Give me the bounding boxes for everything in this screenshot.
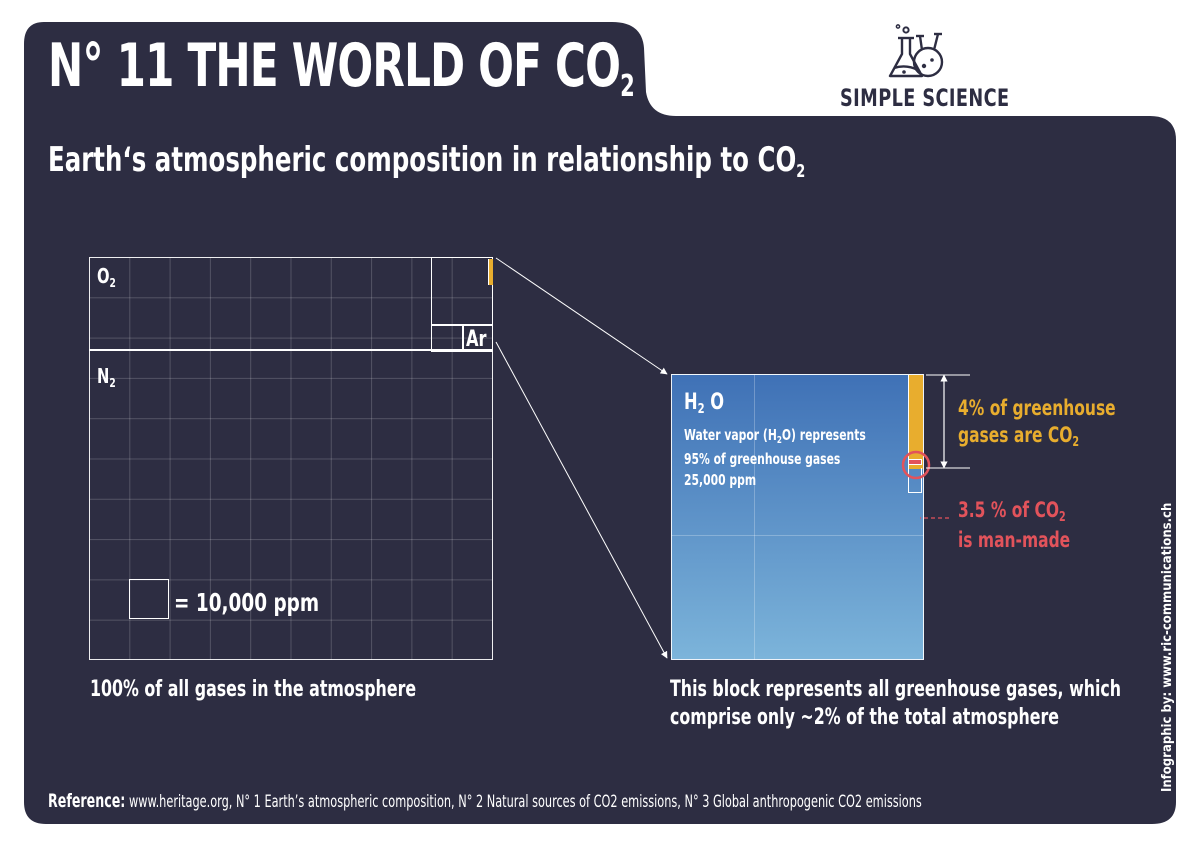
h2o-description-line2: 95% of greenhouse gases (684, 449, 841, 468)
small-co2-strip (488, 259, 493, 285)
legend-square (129, 579, 169, 619)
greenhouse-caption: This block represents all greenhouse gas… (670, 676, 1121, 731)
manmade-annotation-line1: 3.5 % of CO2 (958, 498, 1066, 525)
h2o-label: H2 O (684, 390, 725, 417)
subtitle: Earth‘s atmospheric composition in relat… (48, 140, 806, 182)
atmosphere-block (89, 257, 493, 660)
legend-text: = 10,000 ppm (174, 588, 320, 617)
h2o-description-line1: Water vapor (H2O) represents (684, 426, 866, 446)
o2-label: O2 (97, 264, 116, 290)
h2o-description-line3: 25,000 ppm (684, 471, 757, 490)
manmade-bar (908, 459, 922, 465)
logo-text: SIMPLE SCIENCE (840, 84, 1010, 112)
argon-separator (462, 324, 464, 352)
greenhouse-block (671, 374, 924, 660)
reference: Reference: www.heritage.org, N° 1 Earth’… (48, 790, 922, 812)
reference-text: www.heritage.org, N° 1 Earth’s atmospher… (128, 792, 922, 812)
greenhouse-caption-line2: comprise only ~2% of the total atmospher… (670, 704, 1060, 730)
co2-annotation-line2: gases are CO2 (958, 423, 1080, 451)
co2-bar (908, 375, 923, 469)
o2-n2-divider (89, 349, 493, 351)
co2-bar-lower (908, 468, 922, 493)
credit-text: Infographic by: www.ric-communications.c… (1160, 502, 1175, 792)
h2o-description: Water vapor (H2O) represents 95% of gree… (684, 425, 866, 492)
greenhouse-caption-line1: This block represents all greenhouse gas… (670, 677, 1122, 702)
manmade-annotation: 3.5 % of CO2 is man-made (958, 497, 1070, 554)
co2-dimension-line (920, 374, 970, 519)
atmosphere-caption: 100% of all gases in the atmosphere (90, 677, 417, 702)
n2-label: N2 (97, 364, 116, 390)
co2-annotation-line1: 4% of greenhouse (958, 396, 1116, 420)
manmade-highlight-circle (901, 450, 931, 480)
greenhouse-grid-h (671, 535, 924, 536)
manmade-annotation-line2: is man-made (958, 527, 1071, 552)
flask-beakers-icon (888, 24, 944, 78)
reference-label: Reference: (48, 790, 126, 812)
co2-annotation: 4% of greenhouse gases are CO2 (958, 395, 1116, 452)
page-title: N° 11 THE WORLD OF CO2 (48, 31, 635, 104)
ar-label: Ar (466, 327, 487, 352)
greenhouse-grid-v (754, 374, 755, 660)
